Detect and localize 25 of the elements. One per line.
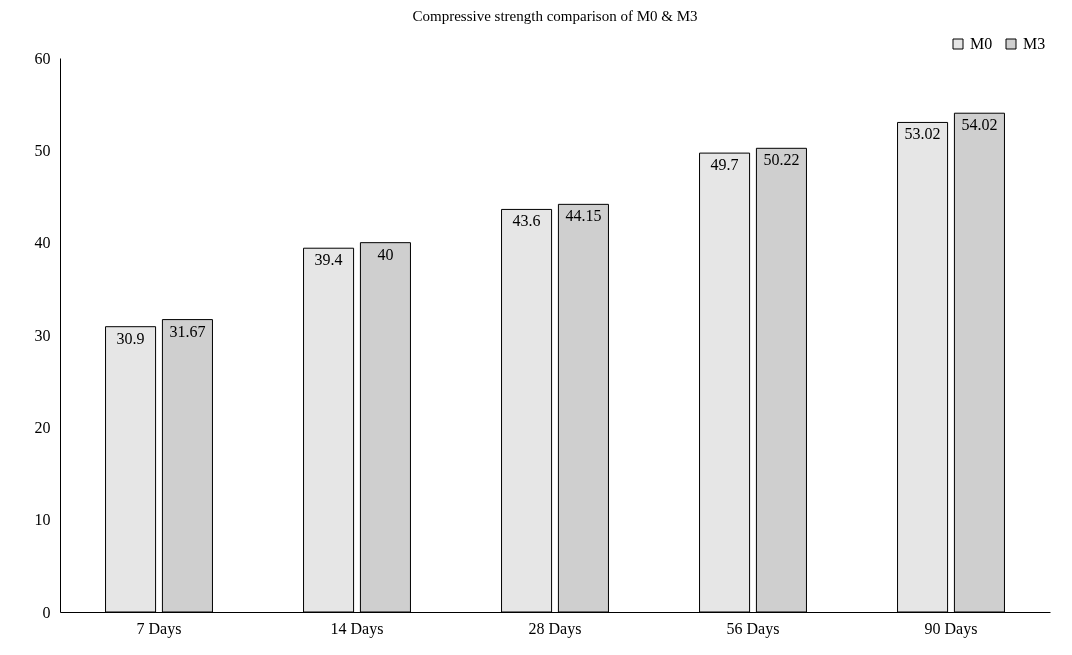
x-tick-label: 14 Days — [330, 619, 384, 638]
chart-title: Compressive strength comparison of M0 & M3 — [412, 8, 698, 24]
y-tick-label: 60 — [34, 49, 51, 67]
x-tick-label: 7 Days — [136, 619, 182, 638]
y-tick-label: 10 — [34, 511, 51, 529]
legend-label: M0 — [970, 35, 993, 52]
data-label: 30.9 — [116, 329, 145, 347]
data-label: 50.22 — [763, 151, 800, 169]
data-label: 40 — [377, 245, 394, 263]
y-tick-label: 20 — [34, 418, 51, 436]
data-label: 54.02 — [961, 116, 998, 134]
data-label: 53.02 — [904, 125, 941, 143]
data-label: 31.67 — [169, 322, 206, 340]
data-label: 44.15 — [565, 207, 602, 225]
x-tick-label: 28 Days — [528, 619, 582, 638]
data-label: 39.4 — [314, 251, 343, 269]
x-tick-label: 56 Days — [726, 619, 780, 638]
y-tick-label: 50 — [34, 141, 51, 159]
x-tick-label: 90 Days — [924, 619, 978, 638]
y-tick-label: 30 — [34, 326, 51, 344]
data-label: 49.7 — [710, 156, 739, 174]
y-tick-label: 40 — [34, 234, 51, 252]
y-tick-label: 0 — [42, 603, 51, 621]
data-label: 43.6 — [512, 212, 541, 230]
legend-label: M3 — [1023, 35, 1046, 52]
